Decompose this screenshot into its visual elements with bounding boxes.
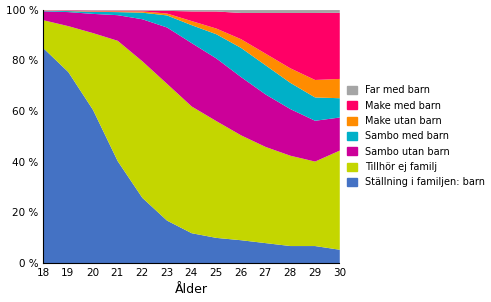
X-axis label: Ålder: Ålder xyxy=(175,284,208,297)
Legend: Far med barn, Make med barn, Make utan barn, Sambo med barn, Sambo utan barn, Ti: Far med barn, Make med barn, Make utan b… xyxy=(347,85,485,187)
